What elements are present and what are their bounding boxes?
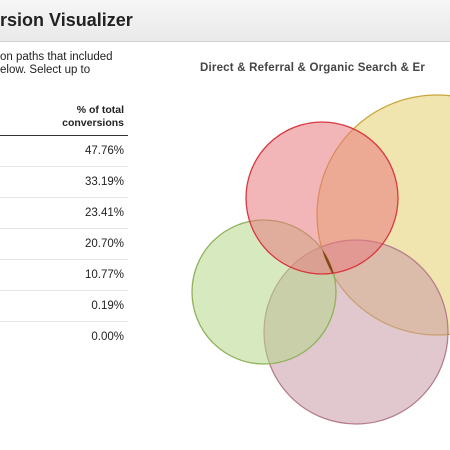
venn-circle-red[interactable] — [245, 121, 399, 275]
col-header-line-2: conversions — [62, 117, 124, 129]
description-text: on paths that included elow. Select up t… — [0, 51, 140, 77]
table-row[interactable]: 0.19% — [0, 291, 128, 322]
venn-title: Direct & Referral & Organic Search & Er — [200, 62, 426, 74]
table-row[interactable]: 10.77% — [0, 260, 128, 291]
percent-cell: 0.19% — [91, 300, 124, 312]
description-line-2: elow. Select up to — [0, 64, 91, 76]
percent-cell: 0.00% — [91, 331, 124, 343]
table-row[interactable]: 47.76% — [0, 136, 128, 167]
percent-cell: 47.76% — [84, 145, 124, 157]
percent-cell: 33.19% — [84, 176, 124, 188]
table-row[interactable]: 0.00% — [0, 322, 128, 353]
table-header: % of total conversions — [0, 96, 128, 136]
conversions-table: % of total conversions 47.76% 33.19% 23.… — [0, 96, 128, 353]
page-title: rsion Visualizer — [0, 10, 133, 30]
percent-cell: 10.77% — [84, 269, 124, 281]
percent-conversions-header[interactable]: % of total conversions — [62, 104, 124, 130]
percent-cell: 23.41% — [84, 207, 124, 219]
percent-cell: 20.70% — [84, 238, 124, 250]
table-row[interactable]: 23.41% — [0, 198, 128, 229]
description-line-1: on paths that included — [0, 51, 113, 63]
page-header: rsion Visualizer — [0, 0, 450, 42]
table-row[interactable]: 33.19% — [0, 167, 128, 198]
table-row[interactable]: 20.70% — [0, 229, 128, 260]
col-header-line-1: % of total — [76, 104, 124, 116]
